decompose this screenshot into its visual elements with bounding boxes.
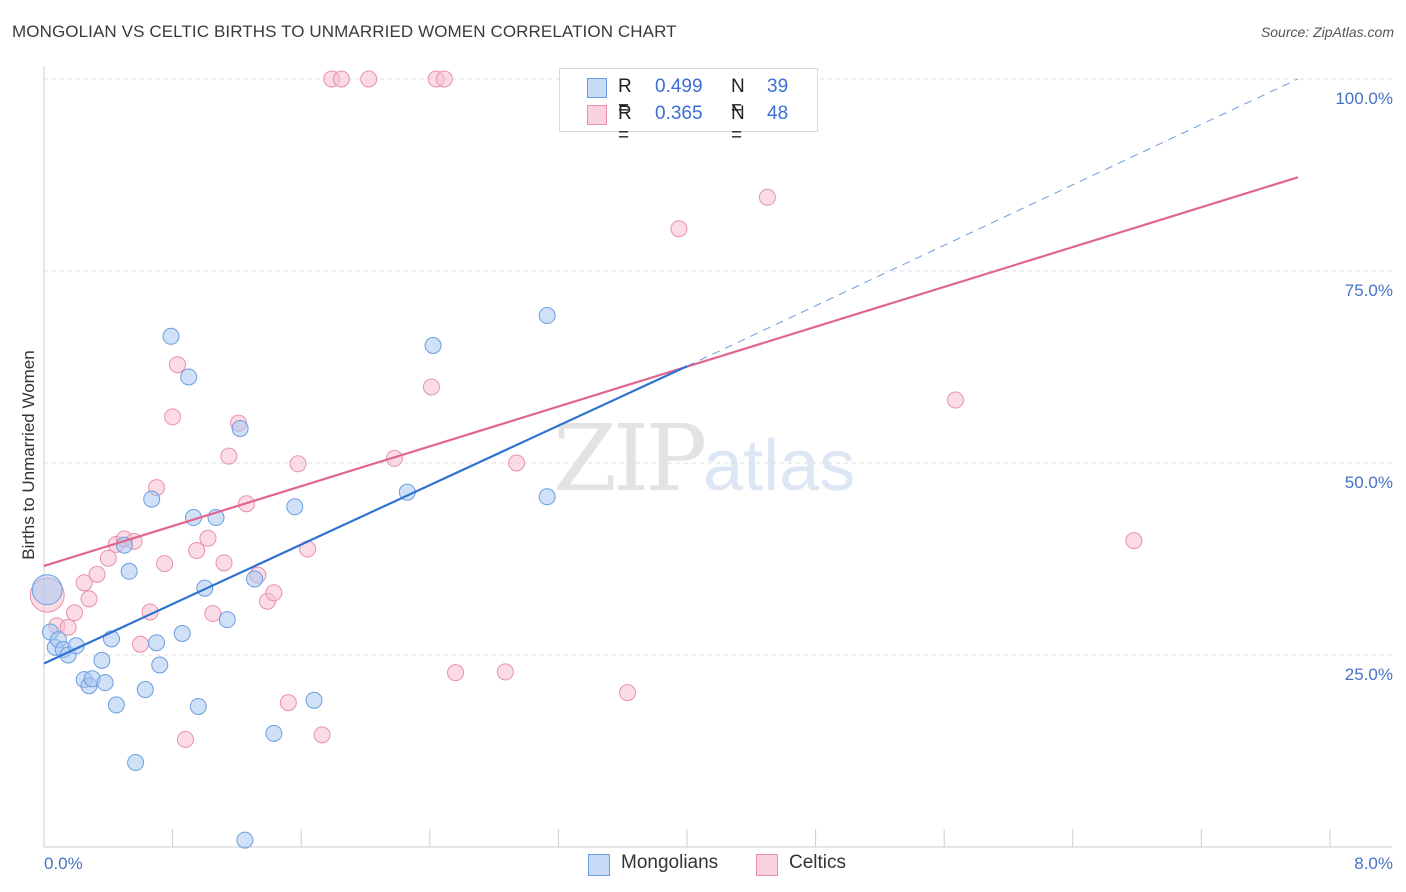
celtics-point — [332, 70, 350, 88]
y-axis-label: Births to Unmarried Women — [19, 350, 38, 559]
mongolians-point — [143, 490, 161, 508]
celtics-trend-line — [43, 176, 1299, 567]
y-tick-label: 50.0% — [1345, 473, 1393, 492]
mongolians-point — [120, 562, 138, 580]
celtics-point — [496, 663, 514, 681]
y-tick-label: 75.0% — [1345, 281, 1393, 300]
celtics-point — [156, 555, 174, 573]
mongolians-point — [286, 498, 304, 516]
celtics-point — [88, 565, 106, 583]
mongolians-point — [189, 697, 207, 715]
watermark-zip: ZIP — [553, 405, 707, 512]
celtics-point — [1125, 532, 1143, 550]
mongolians-point — [93, 651, 111, 669]
celtics-point — [946, 391, 964, 409]
trend-lines — [43, 78, 1299, 665]
x-tick-label-max: 8.0% — [1354, 854, 1393, 873]
r-label: R = — [618, 103, 632, 146]
celtics-point — [360, 70, 378, 88]
mongolians-points — [31, 307, 556, 849]
y-tick-label: 100.0% — [1335, 89, 1393, 108]
celtics-point — [447, 664, 465, 682]
mongolians-trend-extension — [686, 78, 1299, 367]
mongolians-point — [96, 674, 114, 692]
celtics-point — [75, 574, 93, 592]
mongolians-point — [305, 691, 323, 709]
mongolians-point — [162, 327, 180, 345]
n-value: 48 — [767, 103, 789, 124]
celtics-point — [619, 684, 637, 702]
celtics-point — [313, 726, 331, 744]
mongolians-point — [218, 611, 236, 629]
celtics-point — [66, 604, 84, 622]
mongolians-point — [236, 831, 254, 849]
celtics-point — [99, 549, 117, 567]
x-tick-label-min: 0.0% — [44, 854, 83, 873]
celtics-point — [422, 378, 440, 396]
mongolians-point — [424, 336, 442, 354]
celtics-point — [199, 529, 217, 547]
celtics-point — [168, 356, 186, 374]
gridlines — [44, 78, 1392, 656]
celtics-point — [176, 730, 194, 748]
celtics-points — [29, 70, 1143, 748]
celtics-point — [265, 584, 283, 602]
mongolians-point — [538, 488, 556, 506]
celtics-swatch — [587, 105, 607, 125]
celtics-point — [279, 694, 297, 712]
mongolians-point — [127, 754, 145, 772]
r-value: 0.365 — [655, 103, 703, 124]
mongolians-point — [538, 307, 556, 325]
celtics-point — [80, 590, 98, 608]
r-label: R = — [618, 76, 632, 119]
n-value: 39 — [767, 76, 789, 97]
celtics-point — [289, 455, 307, 473]
y-tick-label: 25.0% — [1345, 665, 1393, 684]
chart-title: MONGOLIAN VS CELTIC BIRTHS TO UNMARRIED … — [12, 22, 677, 41]
source-note: Source: ZipAtlas.com — [1260, 24, 1394, 40]
n-label: N = — [731, 103, 745, 146]
mongolians-legend-label: Mongolians — [621, 852, 719, 873]
mongolians-swatch — [587, 78, 607, 98]
mongolians-point — [246, 570, 264, 588]
celtics-legend-swatch — [756, 854, 778, 876]
celtics-point — [670, 220, 688, 238]
celtics-point — [220, 447, 238, 465]
r-value: 0.499 — [655, 76, 703, 97]
mongolians-point — [173, 624, 191, 642]
mongolians-trend-line — [43, 365, 688, 665]
tick-labels: 25.0% 50.0% 75.0% 100.0% 0.0% 8.0% — [44, 89, 1393, 873]
celtics-legend-label: Celtics — [789, 852, 847, 873]
celtics-point — [508, 454, 526, 472]
mongolians-point — [180, 368, 198, 386]
mongolians-point — [148, 634, 166, 652]
watermark-atlas: atlas — [703, 426, 856, 506]
stats-legend: R = 0.499 N = 39 R = 0.365 N = 48 — [559, 68, 818, 146]
n-label: N = — [731, 76, 745, 119]
mongolians-point — [265, 724, 283, 742]
celtics-point — [131, 635, 149, 653]
mongolians-point — [107, 696, 125, 714]
watermark: ZIPatlas — [553, 405, 855, 512]
celtics-point — [204, 605, 222, 623]
axes — [43, 66, 1392, 848]
celtics-point — [215, 554, 233, 572]
mongolians-legend-swatch — [588, 854, 610, 876]
mongolians-point — [231, 419, 249, 437]
celtics-point — [164, 408, 182, 426]
celtics-point — [188, 542, 206, 560]
mongolians-point — [151, 656, 169, 674]
mongolians-point — [136, 681, 154, 699]
celtics-point — [59, 618, 77, 636]
mongolians-point — [31, 574, 63, 606]
celtics-point — [758, 188, 776, 206]
celtics-point — [435, 70, 453, 88]
